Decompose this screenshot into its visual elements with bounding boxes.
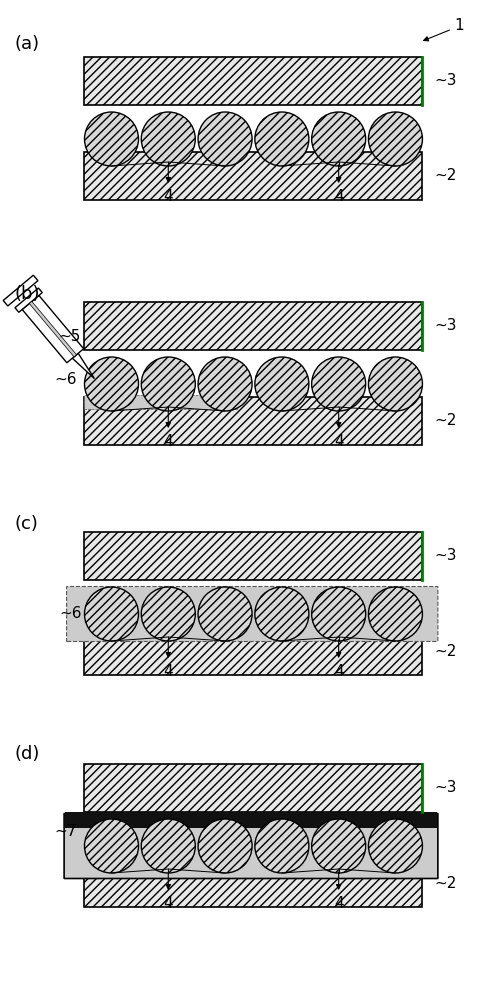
Text: 4: 4 [334,189,343,204]
Text: 4: 4 [334,434,343,449]
Text: 4: 4 [334,896,343,911]
Circle shape [255,357,309,411]
Bar [84,395,237,409]
Text: ∼2: ∼2 [435,644,457,658]
Bar [84,859,422,907]
Text: 4: 4 [334,664,343,679]
Text: (b): (b) [15,285,40,303]
Text: ∼2: ∼2 [435,168,457,184]
Circle shape [368,112,422,166]
Bar [84,57,422,105]
Bar [84,397,422,445]
Circle shape [312,112,366,166]
Text: 4: 4 [164,664,173,679]
Circle shape [255,587,309,641]
Bar [84,302,422,350]
Polygon shape [73,353,94,379]
Text: (a): (a) [15,35,40,53]
Circle shape [312,357,366,411]
Circle shape [141,819,195,873]
Circle shape [198,112,252,166]
Text: ∼3: ∼3 [435,780,457,796]
Text: ∼2: ∼2 [435,413,457,428]
Text: 4: 4 [164,189,173,204]
FancyBboxPatch shape [64,814,438,878]
Text: 1: 1 [424,18,464,41]
Bar [84,764,422,812]
Text: ∼2: ∼2 [435,876,457,890]
Circle shape [198,357,252,411]
Polygon shape [3,275,38,306]
Circle shape [368,587,422,641]
Polygon shape [15,288,42,312]
Text: ∼3: ∼3 [435,73,457,88]
Polygon shape [22,295,83,363]
Bar [84,627,422,675]
Circle shape [84,819,139,873]
Polygon shape [29,301,77,357]
Circle shape [141,587,195,641]
Circle shape [255,819,309,873]
Circle shape [141,112,195,166]
Bar [84,532,422,580]
Text: 4: 4 [164,896,173,911]
Text: ∼3: ∼3 [435,548,457,563]
Circle shape [312,587,366,641]
Bar [65,812,437,828]
Text: ∼6: ∼6 [55,371,77,386]
Text: ∼7: ∼7 [55,824,77,838]
Text: ∼5: ∼5 [59,329,81,344]
Text: (d): (d) [15,745,40,763]
Text: (c): (c) [15,515,39,533]
Circle shape [312,819,366,873]
Circle shape [84,357,139,411]
Circle shape [368,819,422,873]
FancyBboxPatch shape [67,586,438,642]
Text: 4: 4 [164,434,173,449]
Circle shape [255,112,309,166]
Circle shape [198,819,252,873]
Circle shape [84,587,139,641]
Text: ∼6: ∼6 [60,606,82,621]
Circle shape [368,357,422,411]
Text: ∼3: ∼3 [435,318,457,334]
Bar [84,152,422,200]
Circle shape [141,357,195,411]
Circle shape [84,112,139,166]
Circle shape [198,587,252,641]
